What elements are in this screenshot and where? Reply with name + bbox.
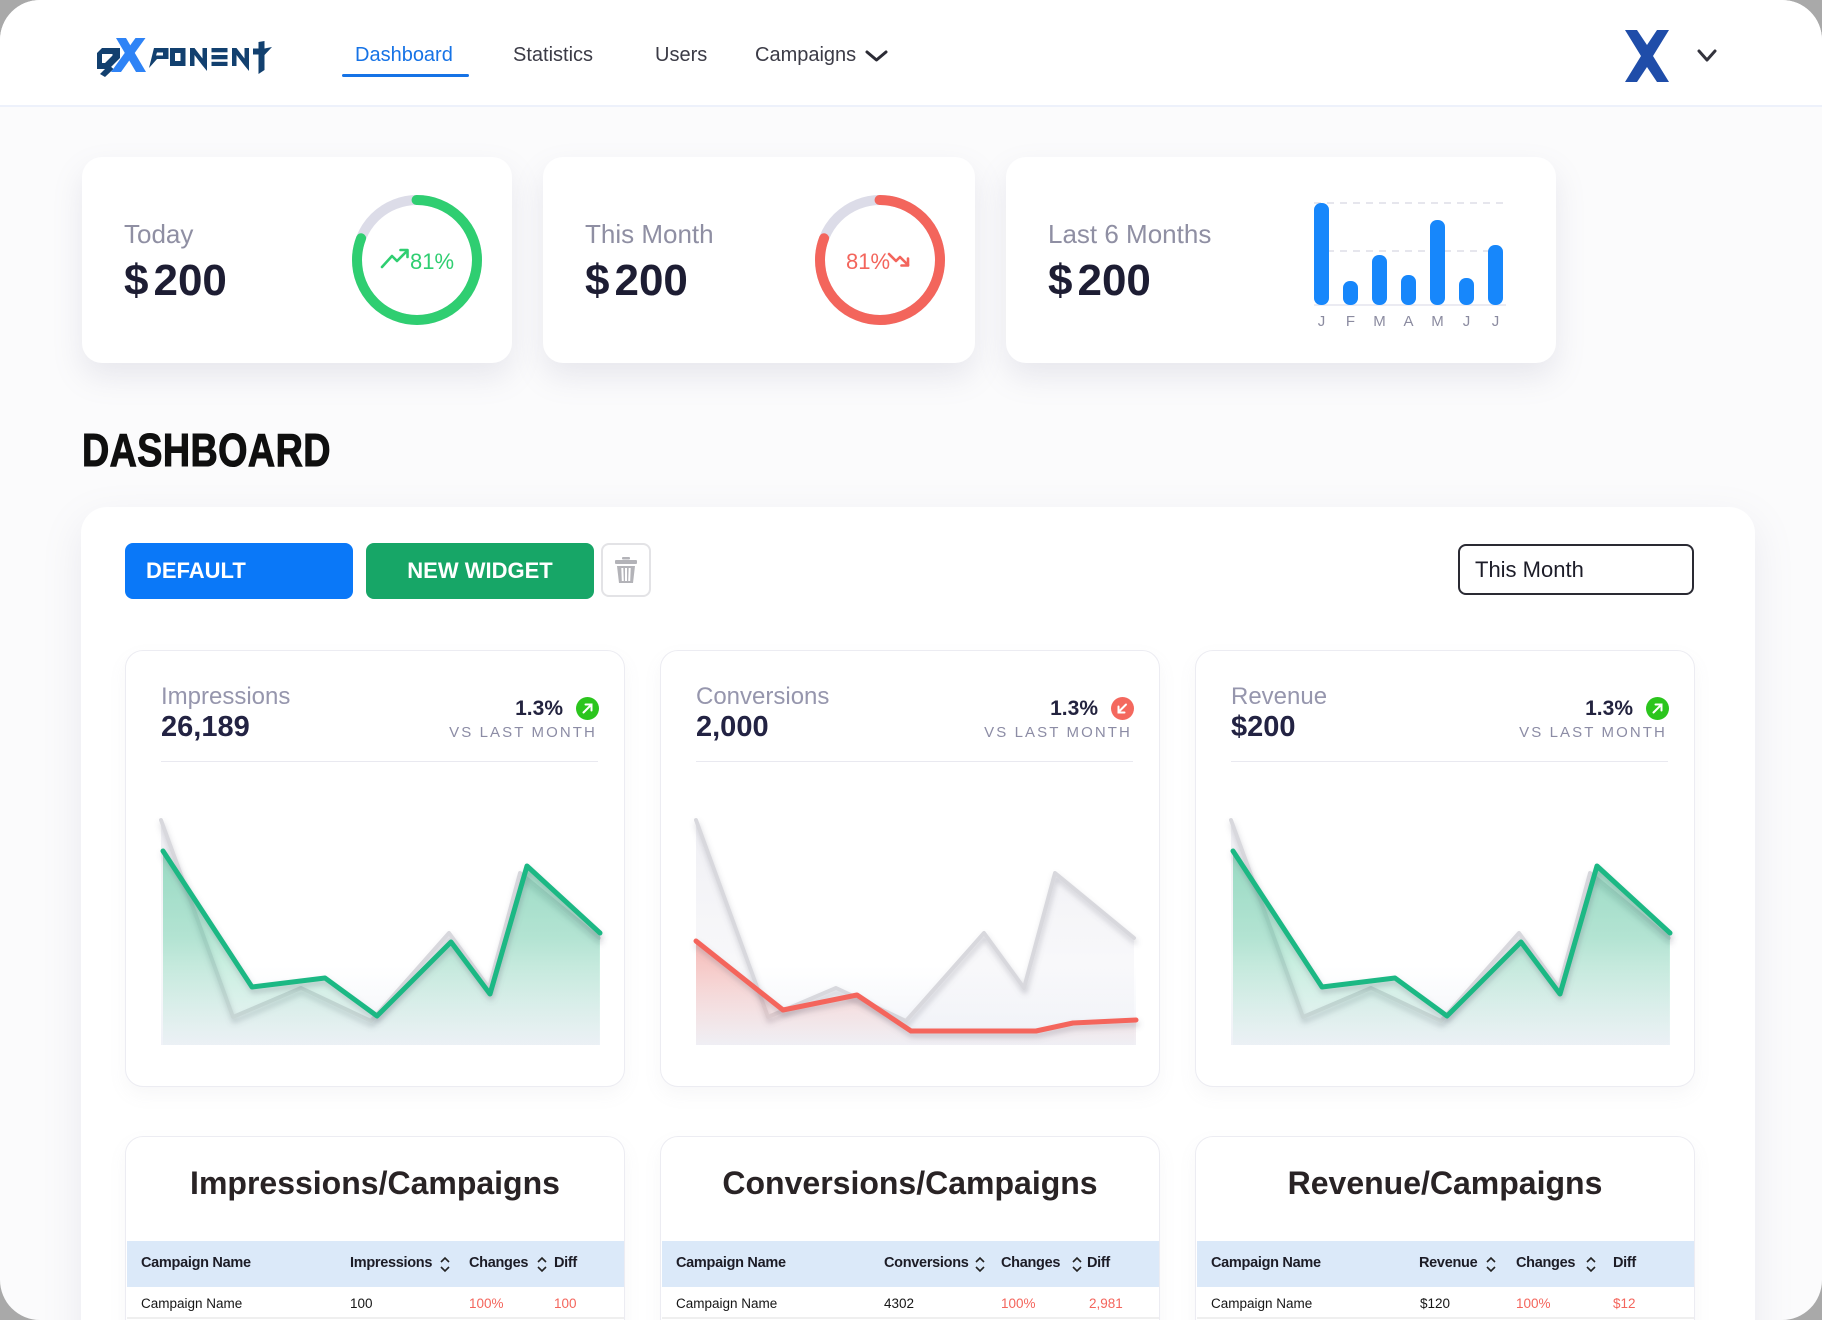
svg-text:81%: 81% — [410, 249, 454, 274]
svg-text:J: J — [1318, 313, 1326, 330]
svg-text:J: J — [1492, 313, 1500, 330]
svg-text:J: J — [1463, 313, 1471, 330]
svg-text:81%: 81% — [846, 249, 890, 274]
svg-text:A: A — [1403, 313, 1413, 330]
svg-text:M: M — [1431, 313, 1444, 330]
svg-text:F: F — [1346, 313, 1355, 330]
svg-text:M: M — [1373, 313, 1386, 330]
